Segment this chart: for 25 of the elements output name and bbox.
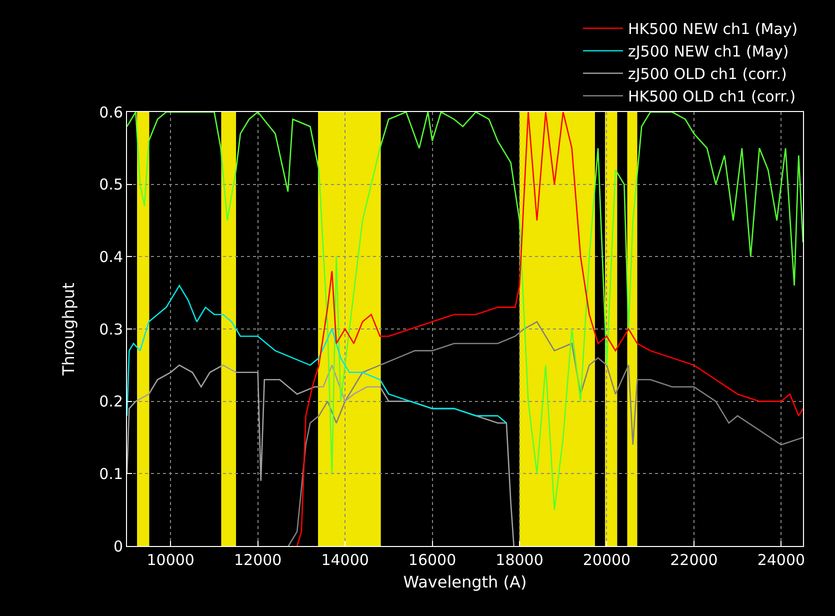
line-series [127, 112, 803, 510]
y-tick-label: 0.6 [99, 103, 123, 122]
line-series [127, 284, 508, 424]
line-series [127, 364, 514, 546]
y-tick-label: 0 [113, 537, 123, 556]
x-tick-label: 24000 [757, 551, 806, 569]
y-tick-label: 0.2 [99, 392, 123, 411]
x-tick-label: 12000 [234, 551, 282, 569]
line-series [296, 112, 803, 546]
x-tick-label: 10000 [146, 551, 194, 569]
x-tick-label: 18000 [496, 551, 544, 569]
legend-label: HK500 OLD ch1 (corr.) [628, 88, 796, 106]
x-axis-title: Wavelength (A) [403, 572, 527, 592]
x-tick-label: 16000 [408, 551, 456, 569]
x-tick-label: 14000 [321, 551, 369, 569]
y-tick-label: 0.4 [99, 248, 123, 266]
y-tick-label: 0.5 [99, 176, 123, 194]
x-tick-label: 20000 [582, 551, 631, 569]
legend-label: zJ500 NEW ch1 (May) [628, 42, 789, 61]
y-tick-label: 0.1 [99, 464, 123, 483]
y-tick-label: 0.3 [99, 320, 123, 338]
y-axis-title: Throughput [59, 282, 78, 376]
x-tick-label: 22000 [670, 551, 718, 569]
legend-label: HK500 NEW ch1 (May) [628, 20, 798, 38]
legend-label: zJ500 OLD ch1 (corr.) [628, 65, 787, 84]
